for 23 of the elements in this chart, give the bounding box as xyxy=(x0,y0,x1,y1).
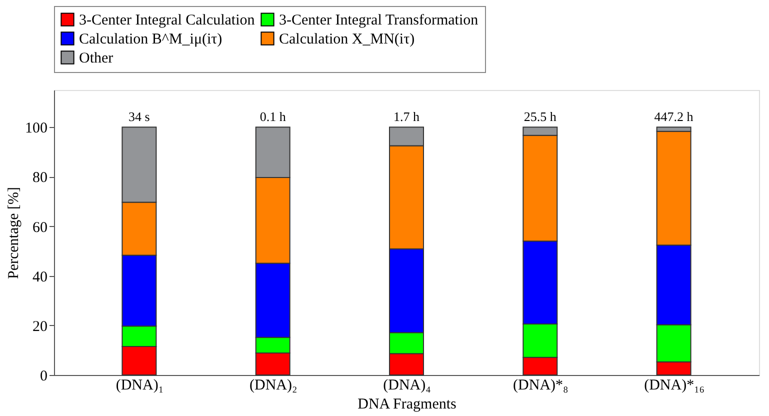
y-tick-label: 80 xyxy=(32,170,48,186)
x-tick-label: (DNA)₁ xyxy=(116,378,164,394)
legend-label: 3-Center Integral Transformation xyxy=(279,12,479,29)
x-tick-label: (DNA)₄ xyxy=(383,378,431,394)
x-tick-label: (DNA)*₈ xyxy=(513,378,568,394)
x-tick-label: (DNA)*₁₆ xyxy=(644,378,705,394)
y-tick-label: 60 xyxy=(32,220,48,236)
y-tick-label: 0 xyxy=(40,368,48,384)
annotation: 34 s xyxy=(128,109,150,124)
annotation: 0.1 h xyxy=(260,109,286,124)
legend-label: Calculation B^M_iμ(iτ) xyxy=(79,32,222,48)
x-tick-label: (DNA)₂ xyxy=(249,378,298,394)
legend-label: Calculation X_MN(iτ) xyxy=(279,32,415,48)
annotation: 1.7 h xyxy=(394,109,420,124)
y-axis-title: Percentage [%] xyxy=(6,186,22,280)
legend-label: 3-Center Integral Calculation xyxy=(79,12,256,29)
y-tick-label: 20 xyxy=(32,318,48,335)
x-axis-title: DNA Fragments xyxy=(358,396,457,412)
annotation: 25.5 h xyxy=(524,109,557,124)
annotation: 447.2 h xyxy=(654,109,694,124)
y-tick-label: 100 xyxy=(25,120,48,137)
y-tick-label: 40 xyxy=(32,269,48,286)
legend-label: Other xyxy=(79,50,114,66)
